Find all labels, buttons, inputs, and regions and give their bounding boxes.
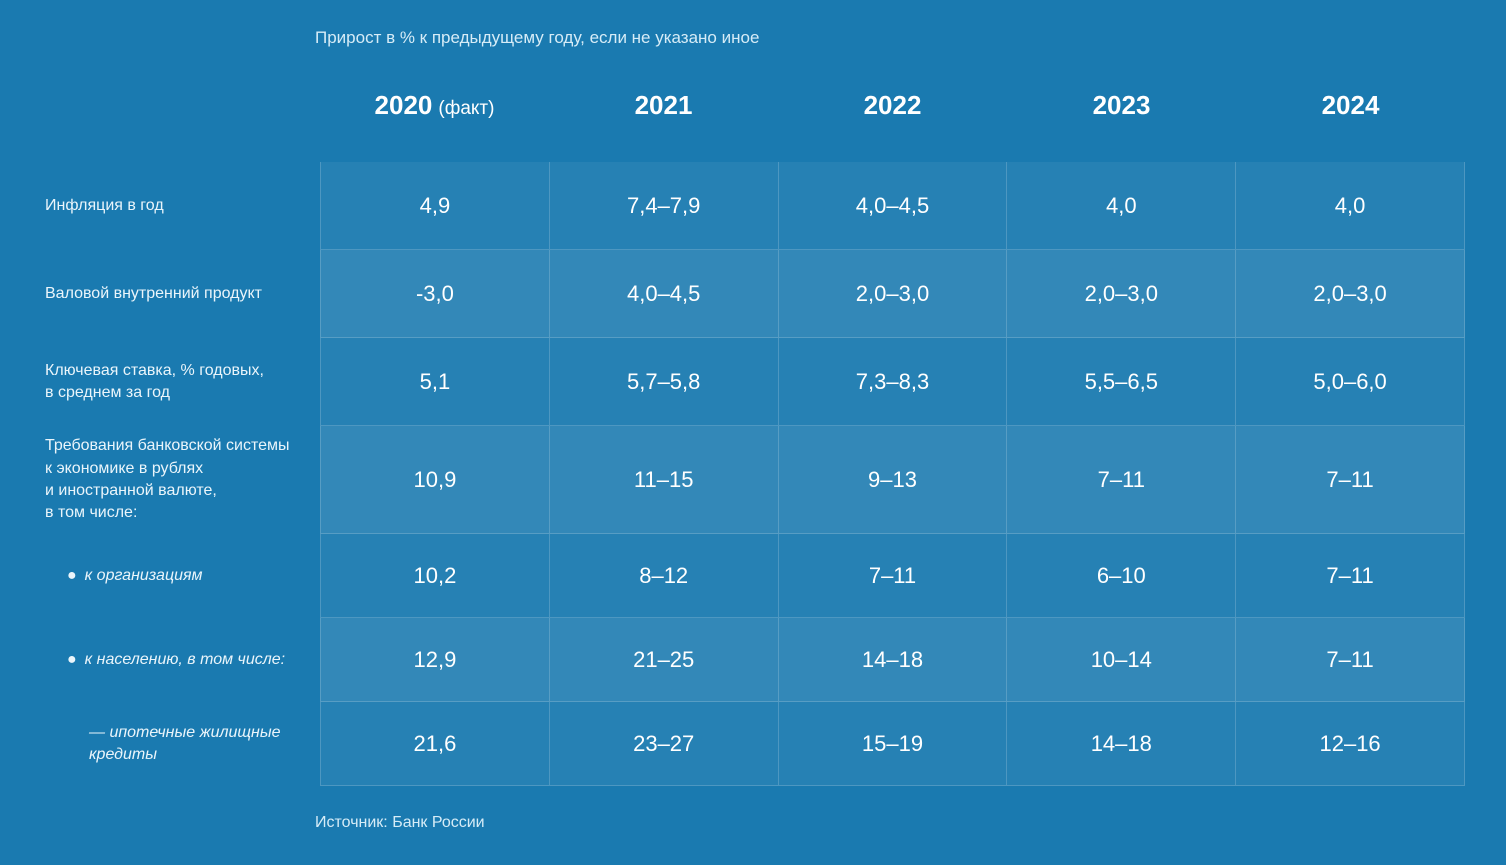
table-cell: 11–15 xyxy=(550,426,779,534)
table-cell: 5,1 xyxy=(320,338,550,426)
table-cell: 5,7–5,8 xyxy=(550,338,779,426)
column-header: 2020(факт) xyxy=(320,90,549,162)
table-cell: 4,0 xyxy=(1007,162,1236,250)
table-cell: 14–18 xyxy=(1007,702,1236,786)
column-year: 2020 xyxy=(375,90,433,121)
row-label: Валовой внутренний продукт xyxy=(45,250,320,338)
table-cell: 7,3–8,3 xyxy=(779,338,1008,426)
row-label-text: Инфляция в год xyxy=(45,195,164,217)
row-label-text: Ключевая ставка, % годовых, в среднем за… xyxy=(45,360,264,405)
table-cell: 2,0–3,0 xyxy=(1236,250,1465,338)
table-cell: 7–11 xyxy=(779,534,1008,618)
table-cell: 7–11 xyxy=(1236,618,1465,702)
bullet-icon: ● xyxy=(67,649,77,671)
column-suffix: (факт) xyxy=(438,98,494,120)
row-label-text: к населению, в том числе: xyxy=(85,649,285,671)
row-label: ● к населению, в том числе: xyxy=(45,618,320,702)
table-cell: 4,9 xyxy=(320,162,550,250)
table-cell: 10,2 xyxy=(320,534,550,618)
table-cell: 4,0–4,5 xyxy=(550,250,779,338)
forecast-table: 2020(факт) 2021 2022 2023 2024 Инфляция в год… xyxy=(45,90,1465,786)
table-cell: 21–25 xyxy=(550,618,779,702)
table-cell: 2,0–3,0 xyxy=(779,250,1008,338)
column-header: 2022 xyxy=(778,90,1007,162)
row-label-text: к организациям xyxy=(85,565,203,587)
table-cell: 5,5–6,5 xyxy=(1007,338,1236,426)
table-row: — ипотечные жилищные кредиты21,623–2715–… xyxy=(45,702,1465,786)
table-cell: 6–10 xyxy=(1007,534,1236,618)
page: Прирост в % к предыдущему году, если не … xyxy=(0,0,1506,865)
table-cell: 21,6 xyxy=(320,702,550,786)
row-label: Инфляция в год xyxy=(45,162,320,250)
table-cell: 7–11 xyxy=(1236,426,1465,534)
table-cell: 23–27 xyxy=(550,702,779,786)
row-label-text: — ипотечные жилищные кредиты xyxy=(89,722,310,767)
table-cell: 5,0–6,0 xyxy=(1236,338,1465,426)
column-year: 2024 xyxy=(1322,90,1380,121)
table-row: Инфляция в год4,97,4–7,94,0–4,54,04,0 xyxy=(45,162,1465,250)
table-cell: 10–14 xyxy=(1007,618,1236,702)
table-cell: 4,0 xyxy=(1236,162,1465,250)
column-year: 2022 xyxy=(864,90,922,121)
table-cell: 7,4–7,9 xyxy=(550,162,779,250)
row-label-text: Требования банковской системы к экономик… xyxy=(45,435,290,525)
table-row: Ключевая ставка, % годовых, в среднем за… xyxy=(45,338,1465,426)
table-cell: 2,0–3,0 xyxy=(1007,250,1236,338)
label-col-empty xyxy=(45,90,320,162)
column-year: 2021 xyxy=(635,90,693,121)
table-cell: 7–11 xyxy=(1007,426,1236,534)
column-header: 2021 xyxy=(549,90,778,162)
table-header-row: 2020(факт) 2021 2022 2023 2024 xyxy=(45,90,1465,162)
table-cell: 9–13 xyxy=(779,426,1008,534)
row-label: Ключевая ставка, % годовых, в среднем за… xyxy=(45,338,320,426)
row-label: — ипотечные жилищные кредиты xyxy=(45,702,320,786)
table-cell: 8–12 xyxy=(550,534,779,618)
table-cell: 7–11 xyxy=(1236,534,1465,618)
column-header: 2024 xyxy=(1236,90,1465,162)
column-year: 2023 xyxy=(1093,90,1151,121)
row-label-text: Валовой внутренний продукт xyxy=(45,283,262,305)
column-header: 2023 xyxy=(1007,90,1236,162)
table-cell: 4,0–4,5 xyxy=(779,162,1008,250)
table-cell: 10,9 xyxy=(320,426,550,534)
table-row: Валовой внутренний продукт-3,04,0–4,52,0… xyxy=(45,250,1465,338)
table-row: ● к населению, в том числе: 12,921–2514–18… xyxy=(45,618,1465,702)
bullet-icon: ● xyxy=(67,565,77,587)
table-cell: 12–16 xyxy=(1236,702,1465,786)
subtitle: Прирост в % к предыдущему году, если не … xyxy=(315,28,759,48)
table-cell: 15–19 xyxy=(779,702,1008,786)
table-cell: 14–18 xyxy=(779,618,1008,702)
row-label: ● к организациям xyxy=(45,534,320,618)
table-row: ●к организациям10,28–127–116–107–11 xyxy=(45,534,1465,618)
source-label: Источник: Банк России xyxy=(315,814,485,832)
table-row: Требования банковской системы к экономик… xyxy=(45,426,1465,534)
row-label: Требования банковской системы к экономик… xyxy=(45,426,320,534)
table-cell: 12,9 xyxy=(320,618,550,702)
table-cell: -3,0 xyxy=(320,250,550,338)
